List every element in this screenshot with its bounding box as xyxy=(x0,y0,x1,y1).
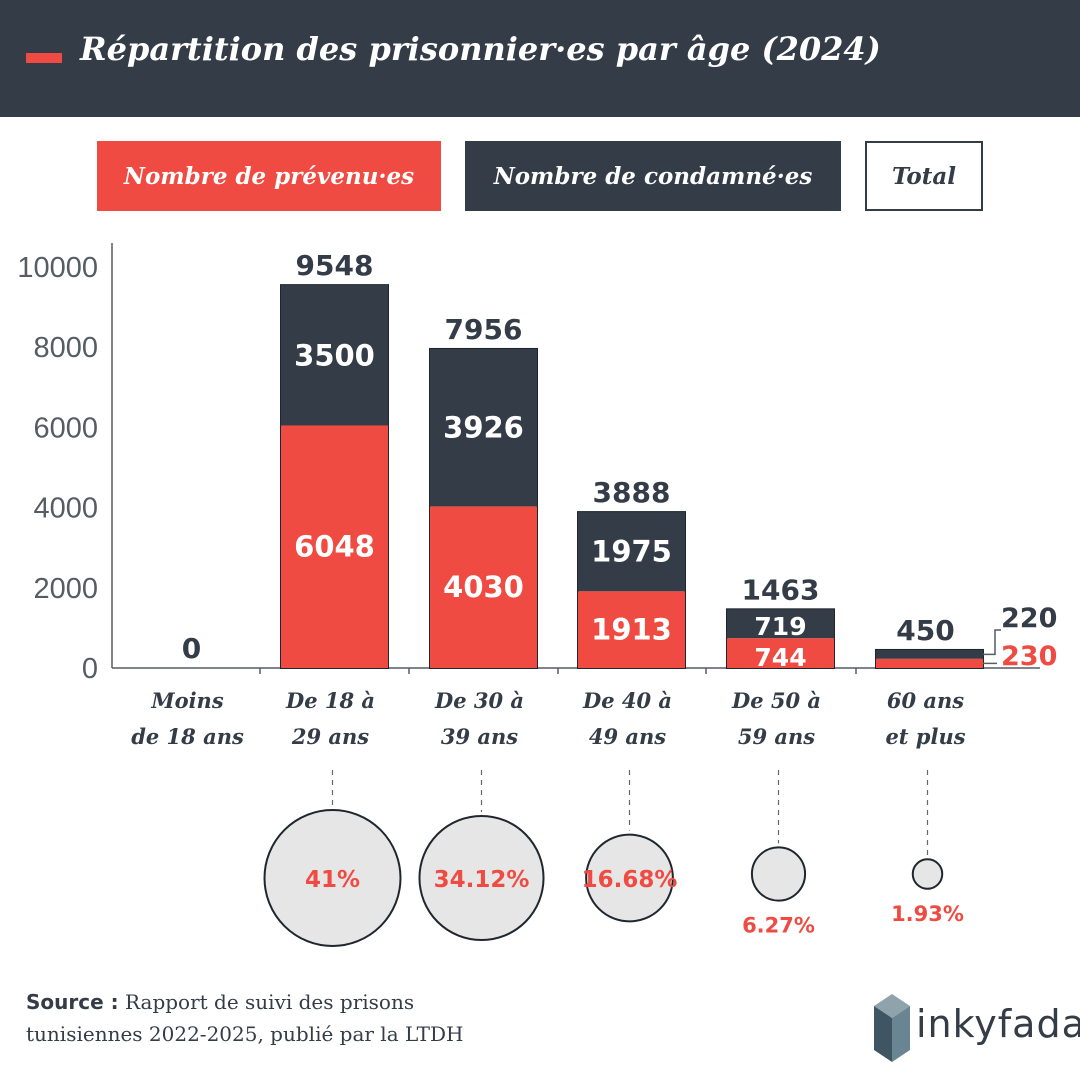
prevenus-value-label: 6048 xyxy=(294,530,375,564)
prevenus-value-label: 744 xyxy=(754,643,806,672)
bar-prevenus xyxy=(727,638,834,668)
bar-condamnes xyxy=(727,609,834,639)
category-label-line-1: De 30 à xyxy=(434,688,524,713)
y-tick-label: 4000 xyxy=(33,493,98,525)
legend-prevenus: Nombre de prévenu·es xyxy=(97,141,441,211)
bar-condamnes xyxy=(876,649,983,659)
percent-label: 1.93% xyxy=(891,902,964,926)
category-label-line-2: et plus xyxy=(885,724,965,749)
y-tick-label: 6000 xyxy=(33,412,98,444)
legend-total: Total xyxy=(865,141,983,211)
y-tick-label: 8000 xyxy=(33,332,98,364)
category-label-line-1: De 50 à xyxy=(731,688,821,713)
category-label-line-2: 39 ans xyxy=(441,724,518,749)
category-label-line-1: Moins xyxy=(150,688,223,713)
category-label-line-2: de 18 ans xyxy=(131,724,244,749)
condamnes-leader-line xyxy=(983,629,1001,656)
percent-bubble xyxy=(750,846,807,902)
total-label: 7956 xyxy=(445,313,523,346)
percent-bubble xyxy=(263,809,402,947)
percent-label: 34.12% xyxy=(434,867,530,893)
condamnes-value-label: 3926 xyxy=(443,411,524,445)
percent-label: 16.68% xyxy=(582,867,678,893)
category-label-line-2: 49 ans xyxy=(589,724,666,749)
percent-bubble xyxy=(585,833,674,923)
source-line-2: tunisiennes 2022-2025, publié par la LTD… xyxy=(26,1022,464,1046)
y-tick-label: 0 xyxy=(82,653,98,685)
category-label-line-1: De 18 à xyxy=(285,688,375,713)
source-note: Source : Rapport de suivi des prisons tu… xyxy=(26,986,463,1050)
condamnes-value-label: 3500 xyxy=(294,338,375,372)
category-label-line-1: De 40 à xyxy=(582,688,672,713)
logo-text: inkyfada xyxy=(916,1002,1080,1046)
percent-label: 6.27% xyxy=(742,914,815,938)
percent-label: 41% xyxy=(305,867,360,893)
bar-prevenus xyxy=(281,425,388,668)
bar-condamnes xyxy=(430,348,537,507)
total-label: 450 xyxy=(896,614,954,647)
bar-prevenus xyxy=(578,591,685,668)
total-label: 0 xyxy=(182,632,201,665)
prevenus-value-label: 1913 xyxy=(591,613,672,647)
condamnes-value-label: 1975 xyxy=(591,535,672,569)
percent-bubble xyxy=(418,814,545,942)
category-label-line-2: 29 ans xyxy=(291,724,369,749)
total-label: 9548 xyxy=(296,249,374,282)
source-line-1: Rapport de suivi des prisons xyxy=(125,990,415,1014)
condamnes-value-label: 719 xyxy=(754,612,806,641)
logo-cube-icon xyxy=(874,994,910,1062)
source-label: Source : xyxy=(26,990,119,1014)
page-title: Répartition des prisonnier·es par âge (2… xyxy=(80,30,881,68)
header: Répartition des prisonnier·es par âge (2… xyxy=(0,0,1080,117)
prevenus-value-label: 4030 xyxy=(443,570,524,604)
category-label-line-1: 60 ans xyxy=(887,688,964,713)
condamnes-side-label: 220 xyxy=(1001,603,1057,634)
legend-condamnes: Nombre de condamné·es xyxy=(465,141,841,211)
total-label: 1463 xyxy=(742,573,820,606)
prevenus-side-label: 230 xyxy=(1001,641,1057,672)
category-label-line-2: 59 ans xyxy=(738,724,815,749)
percent-bubble xyxy=(911,858,944,890)
y-tick-label: 2000 xyxy=(33,573,98,605)
bar-prevenus xyxy=(876,658,983,668)
y-tick-label: 10000 xyxy=(17,252,98,284)
inkyfada-logo: inkyfada xyxy=(872,992,1080,1064)
total-label: 3888 xyxy=(593,476,671,509)
bar-condamnes xyxy=(578,512,685,592)
bar-prevenus xyxy=(430,506,537,668)
header-accent-mark xyxy=(26,53,62,63)
bar-condamnes xyxy=(281,285,388,426)
